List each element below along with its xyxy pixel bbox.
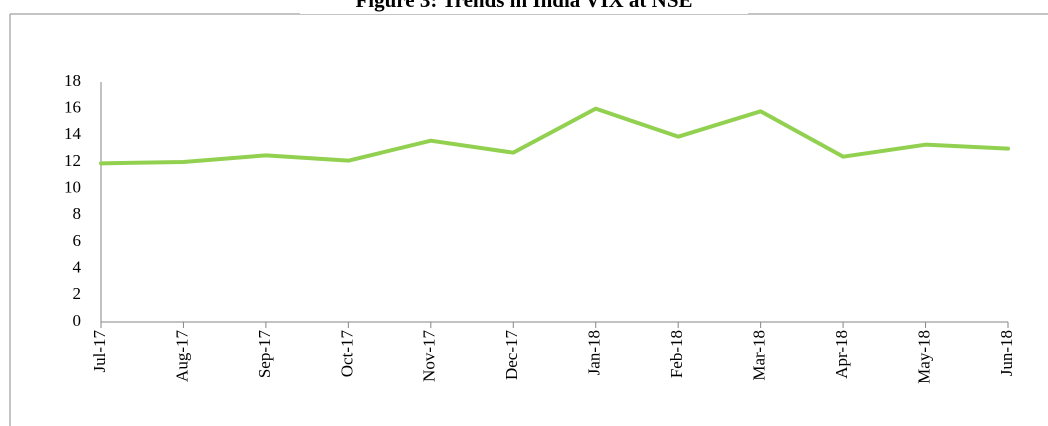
x-tick-label: Jul-17 xyxy=(90,330,109,373)
y-tick-label: 6 xyxy=(73,231,82,250)
x-tick-label: Apr-18 xyxy=(832,330,851,379)
x-tick-label: Dec-17 xyxy=(502,330,521,381)
y-tick-label: 12 xyxy=(64,151,81,170)
y-tick-label: 0 xyxy=(73,311,82,330)
y-tick-label: 4 xyxy=(73,258,82,277)
chart-title: Figure 3: Trends in India VIX at NSE xyxy=(355,0,692,12)
x-tick-label: Feb-18 xyxy=(667,330,686,378)
line-series xyxy=(99,106,1010,166)
x-tick-label: May-18 xyxy=(914,330,933,384)
x-tick-label: Mar-18 xyxy=(750,330,769,381)
y-tick-label: 2 xyxy=(73,284,82,303)
x-tick-label: Sep-17 xyxy=(255,330,274,379)
y-tick-label: 16 xyxy=(64,98,81,117)
y-tick-label: 14 xyxy=(64,124,82,143)
x-tick-label: Aug-17 xyxy=(172,330,191,382)
x-tick-label: Oct-17 xyxy=(337,330,356,378)
y-tick-label: 8 xyxy=(73,204,82,223)
x-tick-label: Jan-18 xyxy=(585,330,604,375)
y-tick-label: 18 xyxy=(64,71,81,90)
x-tick-label: Jun-18 xyxy=(997,330,1016,376)
y-tick-label: 10 xyxy=(64,178,81,197)
x-tick-label: Nov-17 xyxy=(420,330,439,382)
title-backdrop xyxy=(300,0,748,14)
